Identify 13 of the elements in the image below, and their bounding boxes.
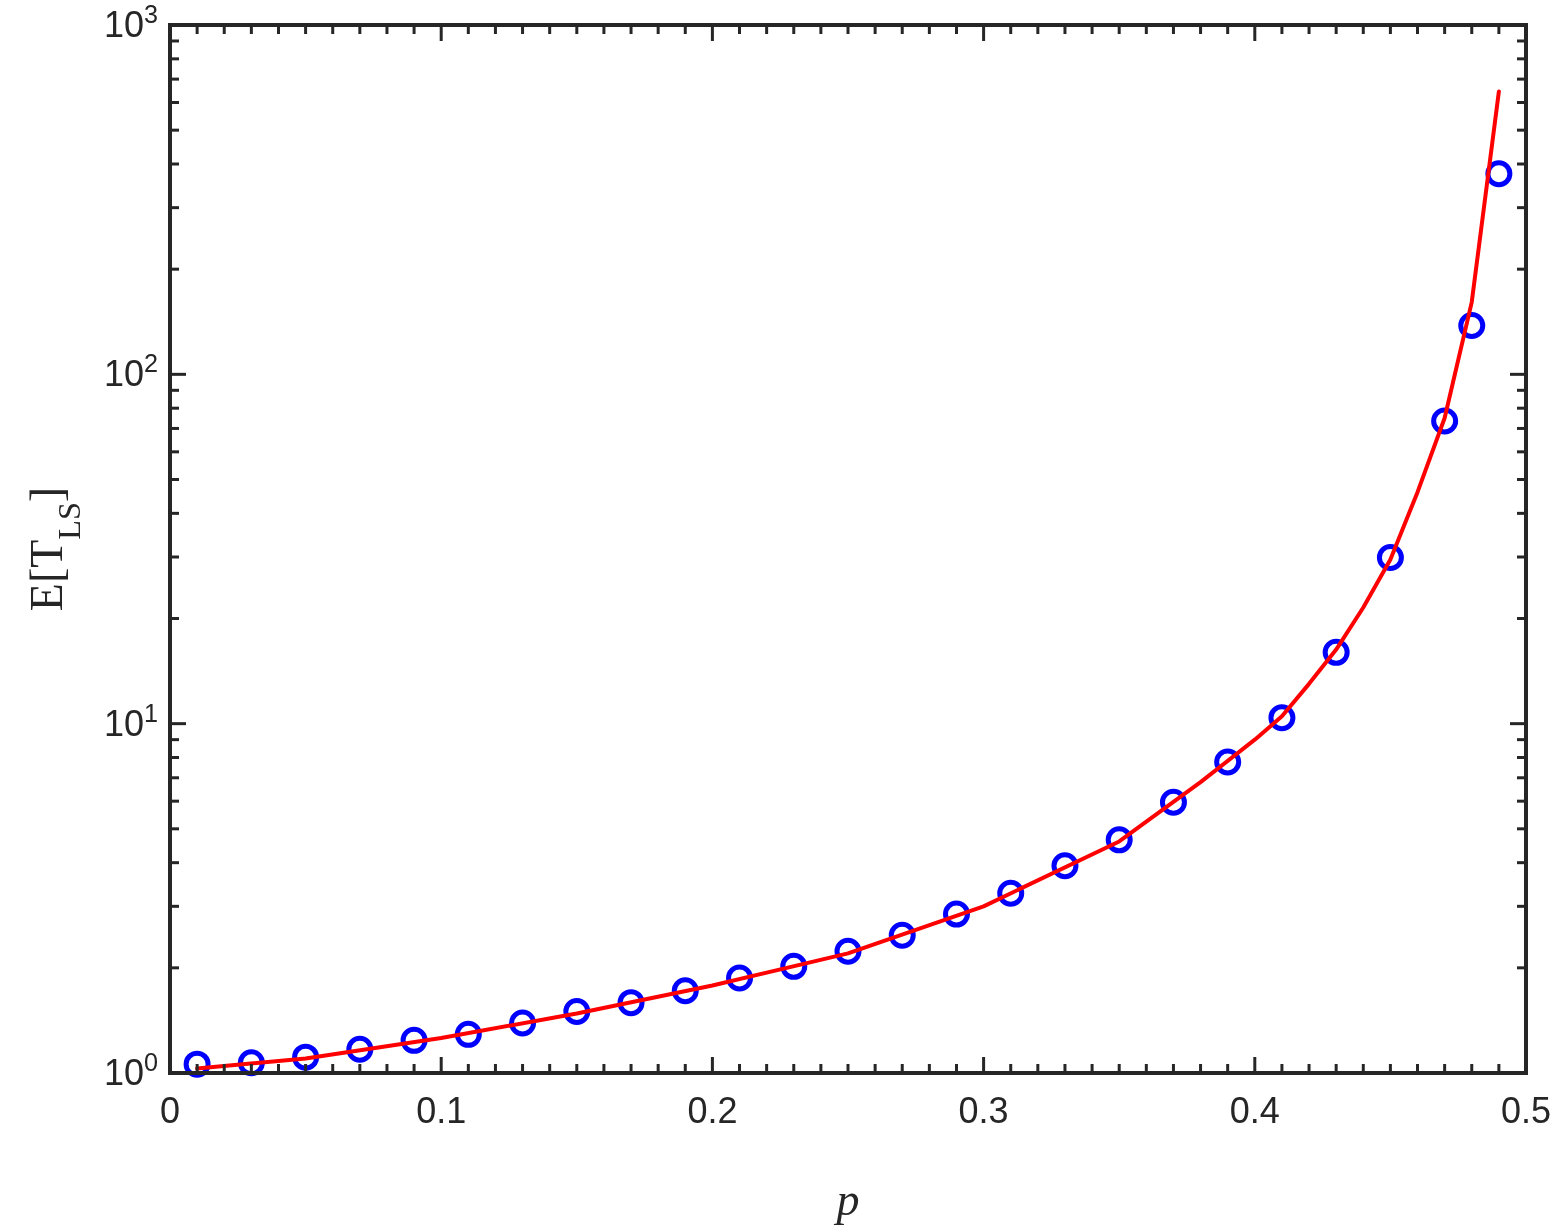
y-tick-label: 10$^{2}$ <box>103 349 158 395</box>
point <box>1322 638 1350 666</box>
x-tick-label: 0.4 <box>1229 1090 1280 1131</box>
y-tick-label: 10$^{3}$ <box>103 0 158 45</box>
y-tick-label: 10$^{1}$ <box>103 698 158 744</box>
x-tick-label: 0 <box>159 1090 181 1131</box>
x-axis-title: p <box>833 1174 860 1225</box>
x-tick-label: 0.3 <box>958 1090 1009 1131</box>
x-tick-label: 0.5 <box>1500 1090 1552 1131</box>
point <box>183 1050 211 1078</box>
y-tick-label: 10$^{0}$ <box>103 1048 158 1093</box>
x-tick-label: 0.1 <box>416 1090 467 1131</box>
x-tick-label: 0.2 <box>687 1090 738 1131</box>
